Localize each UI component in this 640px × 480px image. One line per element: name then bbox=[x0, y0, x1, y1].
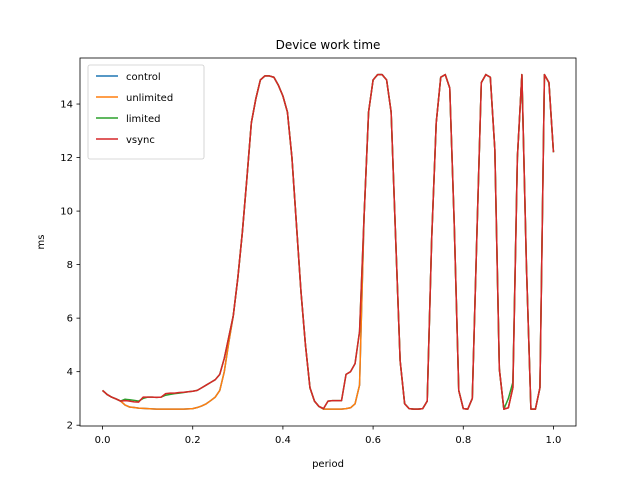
x-tick-label: 0.4 bbox=[275, 435, 291, 446]
y-tick-label: 8 bbox=[67, 260, 73, 271]
x-tick-label: 0.8 bbox=[455, 435, 471, 446]
legend-label: vsync bbox=[126, 135, 155, 146]
x-tick-label: 0.2 bbox=[185, 435, 201, 446]
plot-frame bbox=[79, 57, 577, 427]
y-tick-label: 12 bbox=[60, 153, 73, 164]
legend-label: limited bbox=[126, 114, 161, 125]
line-series bbox=[102, 73, 555, 410]
legend-label: control bbox=[126, 72, 161, 83]
y-tick-label: 4 bbox=[67, 367, 73, 378]
y-axis-label: ms bbox=[36, 235, 47, 250]
chart-title: Device work time bbox=[276, 38, 381, 52]
legend-box bbox=[87, 64, 205, 160]
y-tick-label: 14 bbox=[60, 100, 73, 111]
y-tick-label: 2 bbox=[67, 421, 73, 432]
y-tick-label: 10 bbox=[60, 207, 73, 218]
x-tick-label: 0.6 bbox=[365, 435, 381, 446]
x-tick-label: 1.0 bbox=[546, 435, 562, 446]
legend-label: unlimited bbox=[126, 93, 173, 104]
y-tick-label: 6 bbox=[67, 314, 73, 325]
x-tick-label: 0.0 bbox=[95, 435, 111, 446]
x-axis-label: period bbox=[312, 459, 344, 470]
